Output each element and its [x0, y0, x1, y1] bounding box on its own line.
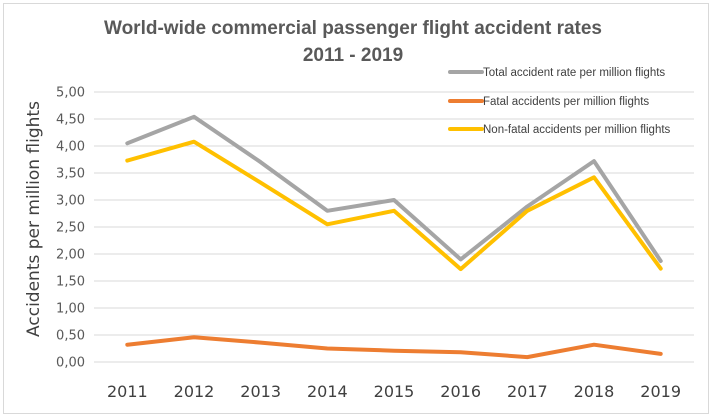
y-tick-labels: 0,00 0,50 1,00 1,50 2,00 2,50 3,00 3,50 4,00 4,50… — [56, 86, 85, 371]
legend: Total accident rate per million flights F… — [448, 67, 671, 136]
series-lines — [125, 114, 663, 360]
x-tick-label: 2019 — [640, 382, 681, 401]
x-tick-label: 2018 — [574, 382, 615, 401]
x-tick-label: 2017 — [507, 382, 548, 401]
chart-frame: World-wide commercial passenger flight a… — [3, 3, 709, 414]
x-tick-label: 2014 — [307, 382, 348, 401]
y-tick-label: 2,00 — [56, 248, 85, 263]
y-tick-label: 3,50 — [56, 167, 85, 182]
gridlines — [94, 91, 694, 363]
y-tick-label: 4,50 — [56, 113, 85, 128]
y-tick-label: 5,00 — [56, 86, 85, 101]
series-line-3 — [125, 139, 663, 272]
y-tick-label: 1,50 — [56, 275, 85, 290]
y-tick-label: 1,00 — [56, 302, 85, 317]
x-tick-label: 2012 — [174, 382, 215, 401]
x-tick-labels: 2011 2012 2013 2014 2015 2016 2017 2018 2019 — [107, 382, 681, 401]
y-tick-label: 4,00 — [56, 140, 85, 155]
line-chart: World-wide commercial passenger flight a… — [24, 18, 694, 401]
x-tick-label: 2011 — [107, 382, 148, 401]
y-axis-label: Accidents per million flights — [24, 101, 44, 337]
x-tick-label: 2013 — [240, 382, 281, 401]
y-tick-label: 0,50 — [56, 329, 85, 344]
chart-title-line2: 2011 - 2019 — [303, 45, 403, 66]
series-line-1 — [125, 114, 663, 263]
series-line-2 — [125, 335, 663, 360]
y-tick-label: 3,00 — [56, 194, 85, 209]
legend-label-3: Non-fatal accidents per million flights — [483, 124, 671, 136]
x-tick-label: 2016 — [440, 382, 481, 401]
chart-title-line1: World-wide commercial passenger flight a… — [104, 18, 602, 39]
x-tick-label: 2015 — [374, 382, 415, 401]
y-tick-label: 0,00 — [56, 356, 85, 371]
legend-label-2: Fatal accidents per million flights — [483, 96, 649, 108]
y-tick-label: 2,50 — [56, 221, 85, 236]
legend-label-1: Total accident rate per million flights — [483, 67, 665, 79]
